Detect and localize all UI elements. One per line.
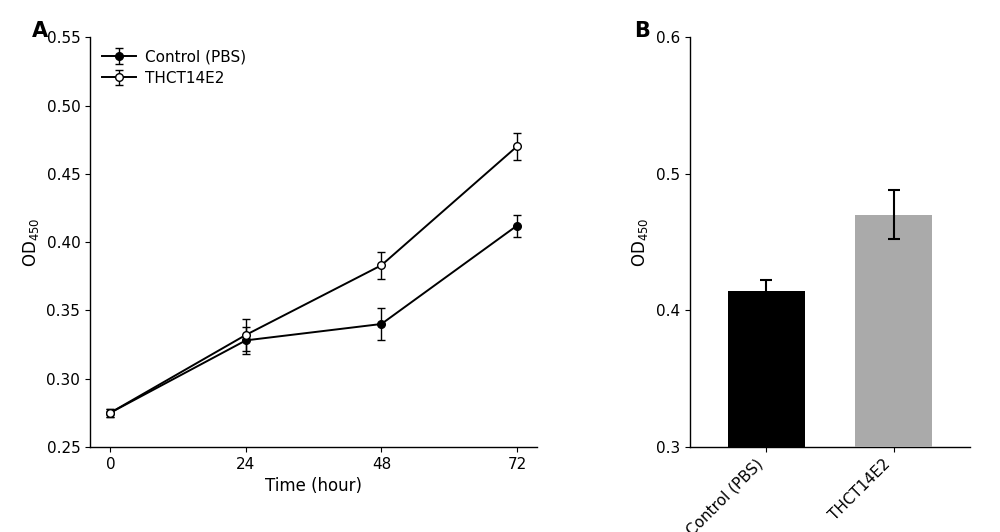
Bar [728, 291, 805, 532]
Y-axis label: OD$_{450}$: OD$_{450}$ [21, 217, 41, 267]
Text: A: A [32, 21, 48, 41]
Bar [855, 215, 932, 532]
Y-axis label: OD$_{450}$: OD$_{450}$ [630, 217, 650, 267]
X-axis label: Time (hour): Time (hour) [265, 477, 362, 495]
Text: B: B [634, 21, 650, 41]
Legend: Control (PBS), THCT14E2: Control (PBS), THCT14E2 [98, 45, 251, 90]
